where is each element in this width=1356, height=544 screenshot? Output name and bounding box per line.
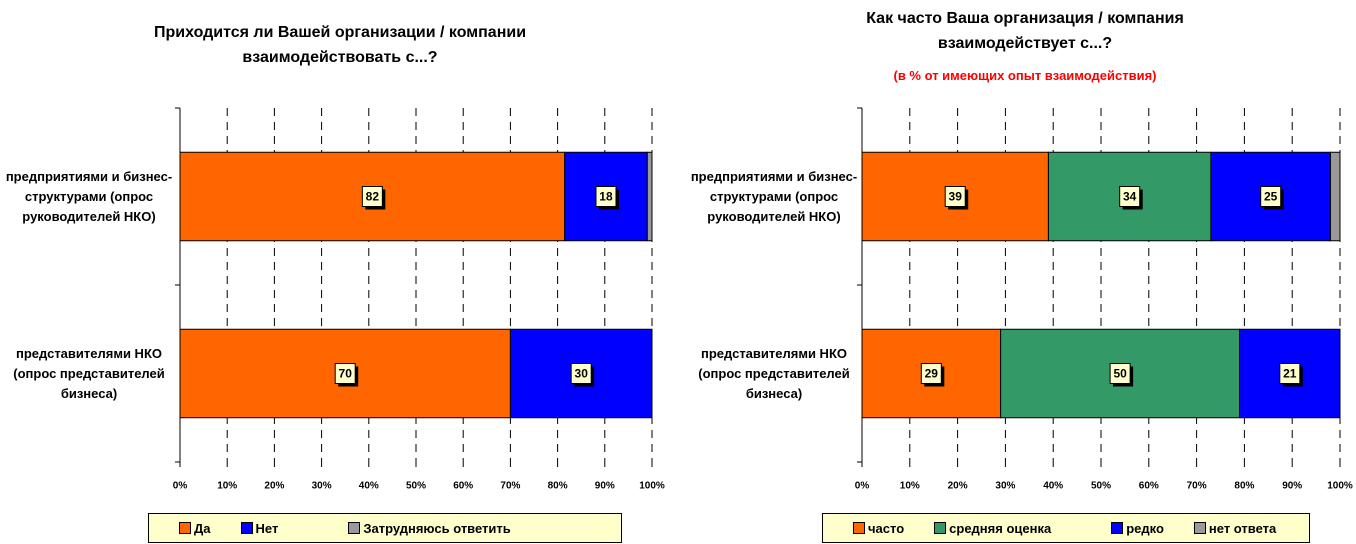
legend-label: Нет — [255, 520, 279, 536]
legend-item: Затрудняюсь ответить — [348, 520, 511, 536]
data-label: 25 — [1264, 190, 1278, 204]
label-box — [944, 186, 966, 207]
chart-title: Приходится ли Вашей организации / компан… — [153, 24, 527, 66]
legend-item: средняя оценка — [934, 521, 1051, 536]
legend: Да Нет Затрудняюсь ответить — [148, 513, 622, 543]
x-tick-label: 70% — [500, 481, 520, 492]
legend-item: часто — [853, 521, 904, 536]
legend-item: нет ответа — [1193, 520, 1277, 536]
legend-label: средняя оценка — [949, 520, 1052, 536]
legend-swatch — [348, 522, 361, 534]
legend-swatch — [934, 522, 947, 534]
bar-segment — [646, 151, 653, 242]
legend: часто средняя оценка редко нет ответа — [822, 513, 1310, 543]
x-tick-label: 80% — [548, 481, 568, 492]
legend-label: часто — [868, 520, 905, 536]
label-box — [334, 363, 356, 384]
data-label: 50 — [1113, 367, 1127, 381]
x-tick-label: 0% — [173, 481, 188, 492]
legend-label: Затрудняюсь ответить — [363, 520, 511, 536]
legend-item: редко — [1111, 521, 1164, 536]
chart-title: Как часто Ваша организация / компания вз… — [866, 10, 1184, 52]
data-label: 34 — [1123, 190, 1137, 204]
x-tick-label: 30% — [312, 481, 332, 492]
label-box — [1119, 186, 1141, 207]
data-label: 18 — [599, 190, 613, 204]
legend-item: Нет — [240, 520, 279, 536]
legend-swatch — [179, 522, 191, 534]
legend-label: редко — [1126, 520, 1164, 536]
x-tick-label: 100% — [639, 481, 665, 492]
bar-segment — [1329, 151, 1341, 242]
category-label: представителями НКО (опрос представителе… — [698, 345, 850, 401]
x-tick-label: 10% — [217, 481, 237, 492]
x-tick-label: 60% — [453, 481, 473, 492]
label-box — [595, 186, 617, 207]
data-label: 30 — [575, 367, 589, 381]
label-box — [570, 363, 592, 384]
legend-item: Да — [179, 521, 211, 536]
legend-swatch — [240, 522, 253, 534]
legend-label: нет ответа — [1208, 520, 1277, 536]
legend-swatch — [853, 522, 865, 534]
legend-swatch — [1193, 522, 1206, 534]
x-tick-label: 60% — [1139, 481, 1159, 492]
x-tick-label: 70% — [1187, 481, 1207, 492]
category-label: представителями НКО (опрос представителе… — [13, 345, 165, 401]
x-tick-label: 40% — [1043, 481, 1063, 492]
x-tick-label: 90% — [1282, 481, 1302, 492]
x-tick-label: 90% — [595, 481, 615, 492]
x-tick-label: 50% — [406, 481, 426, 492]
label-box — [1109, 363, 1131, 384]
x-tick-label: 80% — [1234, 481, 1254, 492]
data-label: 82 — [366, 190, 380, 204]
x-tick-label: 40% — [359, 481, 379, 492]
x-tick-label: 20% — [264, 481, 284, 492]
legend-swatch — [1111, 522, 1124, 534]
x-tick-label: 100% — [1327, 481, 1353, 492]
data-label: 70 — [339, 367, 353, 381]
category-label: предприятиями и бизнес-структурами (опро… — [690, 168, 858, 224]
data-label: 21 — [1283, 367, 1297, 381]
data-label: 29 — [925, 367, 939, 381]
x-tick-label: 20% — [948, 481, 968, 492]
x-tick-label: 0% — [855, 481, 870, 492]
category-label: предприятиями и бизнес-структурами (опро… — [5, 168, 173, 224]
x-tick-label: 50% — [1091, 481, 1111, 492]
x-tick-label: 10% — [900, 481, 920, 492]
label-box — [361, 186, 383, 207]
data-label: 39 — [949, 190, 963, 204]
label-box — [920, 363, 942, 384]
chart-subtitle: (в % от имеющих опыт взаимодействия) — [893, 68, 1157, 83]
legend-label: Да — [194, 520, 211, 536]
label-box — [1260, 186, 1282, 207]
x-tick-label: 30% — [995, 481, 1015, 492]
label-box — [1279, 363, 1301, 384]
